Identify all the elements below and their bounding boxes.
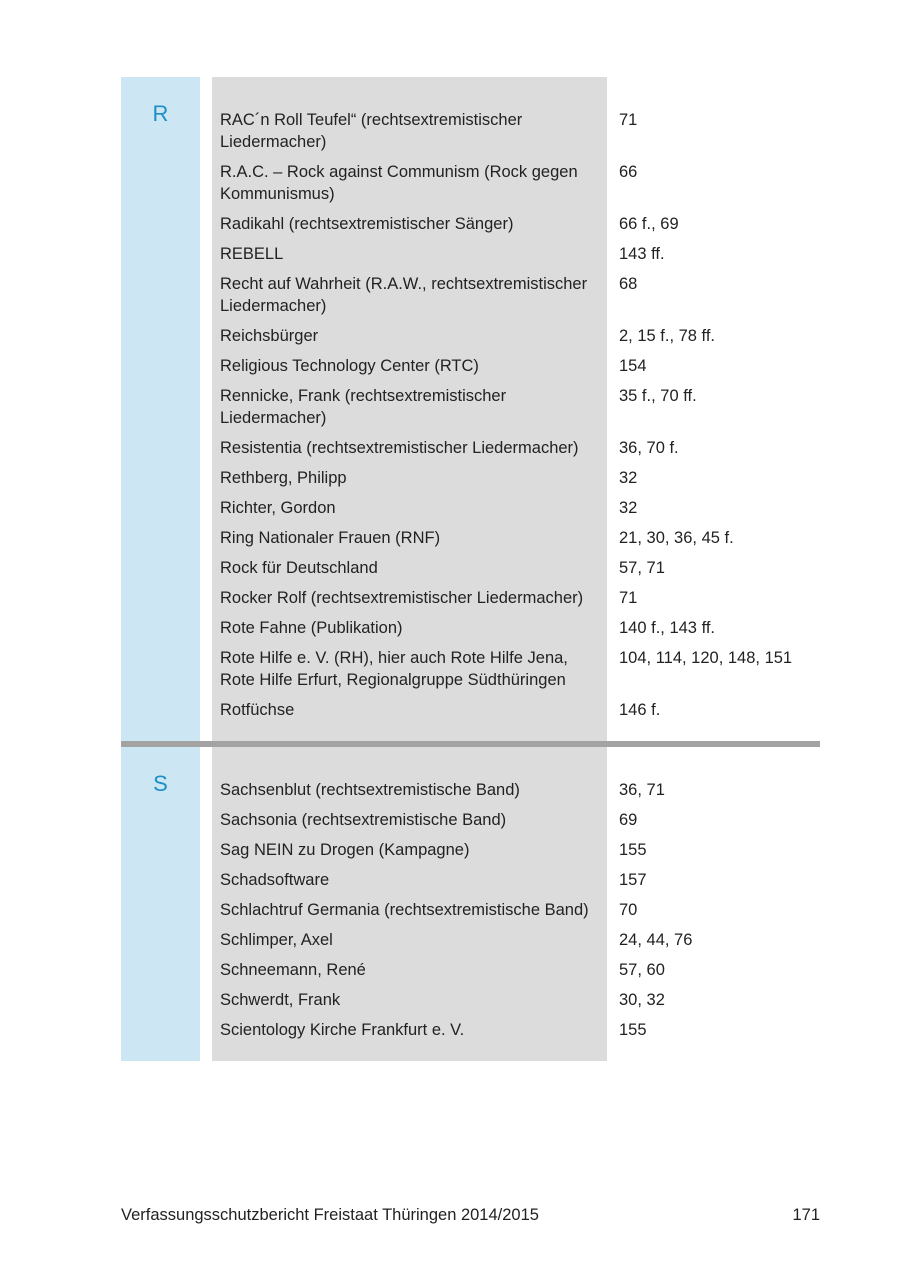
entry-pages: 66 (619, 163, 638, 181)
footer-title: Verfassungsschutzbericht Freistaat Thüri… (121, 1206, 539, 1224)
entry-pages: 71 (619, 111, 638, 129)
page-number: 171 (792, 1206, 820, 1224)
entry: Schlimper, Axel 24, 44, 76 (212, 925, 820, 955)
entry: R.A.C. – Rock against Communism (Rock ge… (212, 157, 820, 209)
entry-pages: 70 (619, 901, 638, 919)
entry-pages: 155 (619, 841, 647, 859)
entry: Recht auf Wahrheit (R.A.W., rechtsextrem… (212, 269, 820, 321)
entry-term: Schadsoftware (220, 871, 330, 889)
entry-term: Schwerdt, Frank (220, 991, 341, 1009)
entry-pages: 57, 60 (619, 961, 665, 979)
entry: Rote Fahne (Publikation) 140 f., 143 ff. (212, 613, 820, 643)
entries: RAC´n Roll Teufel“ (rechtsextremistische… (212, 77, 820, 741)
entry-term: R.A.C. – Rock against Communism (Rock ge… (220, 163, 578, 203)
entry-term: Reichsbürger (220, 327, 319, 345)
entry: Schadsoftware 157 (212, 865, 820, 895)
entry-term: Schlimper, Axel (220, 931, 333, 949)
section: R RAC´n Roll Teufel“ (rechtsextremistisch… (121, 77, 820, 741)
entry: Rotfüchse 146 f. (212, 695, 820, 725)
index: R RAC´n Roll Teufel“ (rechtsextremistisch… (121, 77, 820, 1061)
entry-pages: 32 (619, 469, 638, 487)
entry: Scientology Kirche Frankfurt e. V. 155 (212, 1015, 820, 1045)
gap (200, 77, 212, 741)
entry-term: Sachsonia (rechtsextremistische Band) (220, 811, 507, 829)
entry-pages: 69 (619, 811, 638, 829)
entry-term: Rock für Deutschland (220, 559, 378, 577)
entry-term: REBELL (220, 245, 284, 263)
entry: Rocker Rolf (rechtsextremistischer Liede… (212, 583, 820, 613)
entry-pages: 2, 15 f., 78 ff. (619, 327, 716, 345)
entry-pages: 24, 44, 76 (619, 931, 693, 949)
entry-term: Schneemann, René (220, 961, 366, 979)
entry: Schlachtruf Germania (rechtsextremistisc… (212, 895, 820, 925)
entry-pages: 32 (619, 499, 638, 517)
entry-pages: 146 f. (619, 701, 661, 719)
entry: Sachsenblut (rechtsextremistische Band) 3… (212, 775, 820, 805)
entries: Sachsenblut (rechtsextremistische Band) 3… (212, 747, 820, 1061)
entry-term: Richter, Gordon (220, 499, 336, 517)
entry-term: Rocker Rolf (rechtsextremistischer Liede… (220, 589, 584, 607)
entry-term: Rethberg, Philipp (220, 469, 347, 487)
entry-term: Schlachtruf Germania (rechtsextremistisc… (220, 901, 589, 919)
entry-pages: 36, 71 (619, 781, 665, 799)
entry-pages: 66 f., 69 (619, 215, 679, 233)
entry-term: Rotfüchse (220, 701, 295, 719)
section-letter: R (121, 77, 200, 741)
entry-term: Resistentia (rechtsextremistischer Liede… (220, 439, 579, 457)
entry: Religious Technology Center (RTC) 154 (212, 351, 820, 381)
entry-pages: 36, 70 f. (619, 439, 679, 457)
section-letter: S (121, 747, 200, 1061)
entry-pages: 104, 114, 120, 148, 151 (619, 649, 793, 667)
entry-pages: 35 f., 70 ff. (619, 387, 697, 405)
entry-term: Sag NEIN zu Drogen (Kampagne) (220, 841, 470, 859)
entry-pages: 30, 32 (619, 991, 665, 1009)
entry-pages: 143 ff. (619, 245, 665, 263)
entry-pages: 57, 71 (619, 559, 665, 577)
separator (121, 741, 820, 747)
section: S Sachsenblut (rechtsextremistische Band)… (121, 747, 820, 1061)
entry-term: Rote Hilfe e. V. (RH), hier auch Rote Hi… (220, 649, 568, 689)
entry-pages: 68 (619, 275, 638, 293)
entry-term: Rote Fahne (Publikation) (220, 619, 403, 637)
entry: Sachsonia (rechtsextremistische Band) 69 (212, 805, 820, 835)
entry: Rethberg, Philipp 32 (212, 463, 820, 493)
entry-pages: 157 (619, 871, 647, 889)
entry-term: Religious Technology Center (RTC) (220, 357, 479, 375)
entry-pages: 71 (619, 589, 638, 607)
entry-pages: 154 (619, 357, 647, 375)
entry: Richter, Gordon 32 (212, 493, 820, 523)
gap (200, 747, 212, 1061)
entry: Ring Nationaler Frauen (RNF) 21, 30, 36, … (212, 523, 820, 553)
entry-term: Rennicke, Frank (rechtsextremistischer L… (220, 387, 507, 427)
entry: Schwerdt, Frank 30, 32 (212, 985, 820, 1015)
entry: Schneemann, René 57, 60 (212, 955, 820, 985)
entry-pages: 140 f., 143 ff. (619, 619, 716, 637)
entry: Resistentia (rechtsextremistischer Liede… (212, 433, 820, 463)
entry: Reichsbürger 2, 15 f., 78 ff. (212, 321, 820, 351)
entry-term: Ring Nationaler Frauen (RNF) (220, 529, 441, 547)
entry: REBELL 143 ff. (212, 239, 820, 269)
entry: Rennicke, Frank (rechtsextremistischer L… (212, 381, 820, 433)
entry-term: Recht auf Wahrheit (R.A.W., rechtsextrem… (220, 275, 588, 315)
entry-pages: 155 (619, 1021, 647, 1039)
entry: Sag NEIN zu Drogen (Kampagne) 155 (212, 835, 820, 865)
entry: Rock für Deutschland 57, 71 (212, 553, 820, 583)
entry-term: RAC´n Roll Teufel“ (rechtsextremistische… (220, 111, 523, 151)
entry: Rote Hilfe e. V. (RH), hier auch Rote Hi… (212, 643, 820, 695)
entry-pages: 21, 30, 36, 45 f. (619, 529, 734, 547)
entry: RAC´n Roll Teufel“ (rechtsextremistische… (212, 105, 820, 157)
entry-term: Radikahl (rechtsextremistischer Sänger) (220, 215, 514, 233)
entry-term: Sachsenblut (rechtsextremistische Band) (220, 781, 520, 799)
entry: Radikahl (rechtsextremistischer Sänger) 6… (212, 209, 820, 239)
entry-term: Scientology Kirche Frankfurt e. V. (220, 1021, 465, 1039)
